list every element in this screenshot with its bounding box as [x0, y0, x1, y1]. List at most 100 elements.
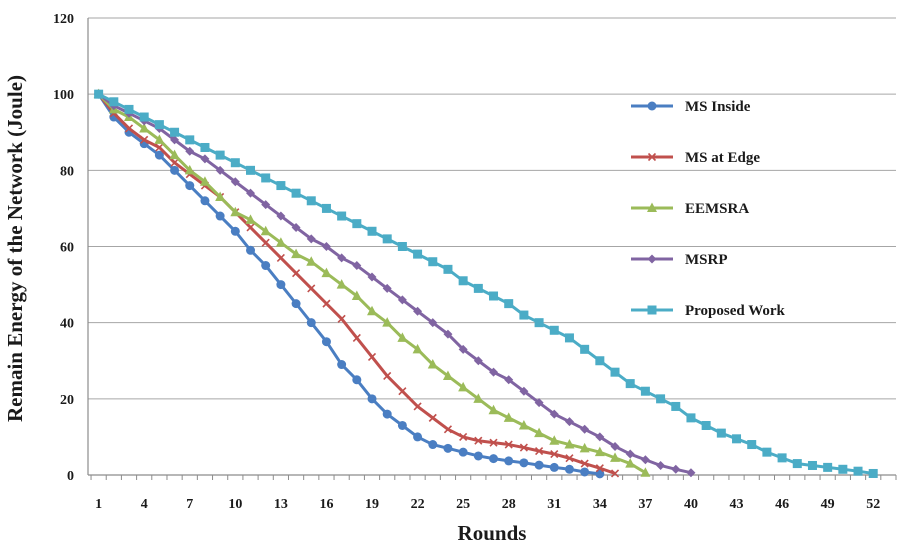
data-point [518, 419, 529, 430]
series-eemsra [93, 88, 651, 477]
data-point [443, 443, 453, 453]
data-point [230, 158, 240, 168]
data-point [215, 165, 225, 175]
data-point [321, 267, 332, 278]
data-point [489, 454, 499, 464]
data-point [473, 393, 484, 403]
y-axis-title: Remain Energy of the Network (Joule) [3, 75, 27, 422]
data-point [458, 381, 469, 392]
data-point [489, 367, 499, 377]
data-point [215, 191, 226, 201]
data-point [170, 158, 179, 167]
data-point [564, 464, 574, 474]
data-point [367, 352, 377, 362]
data-point [246, 188, 256, 198]
data-point [245, 214, 256, 224]
data-point [550, 449, 559, 459]
data-point [291, 299, 301, 309]
data-point [275, 237, 286, 247]
data-point [640, 467, 651, 477]
data-point [580, 424, 590, 434]
x-tick-label: 19 [365, 497, 379, 512]
x-marker-stroke [140, 135, 149, 144]
legend-marker [647, 305, 657, 315]
data-point [306, 256, 317, 266]
data-point [671, 401, 681, 411]
data-point [276, 211, 286, 221]
legend-marker [647, 254, 657, 264]
series-ms-at-edge [94, 90, 620, 478]
data-point [397, 242, 407, 251]
data-point [139, 112, 149, 122]
data-point [503, 412, 514, 422]
series-line [97, 93, 601, 476]
data-point [686, 468, 696, 478]
data-point [246, 245, 256, 255]
data-point [595, 432, 605, 442]
data-point [473, 451, 483, 461]
x-tick-label: 4 [141, 497, 148, 512]
x-marker-stroke [550, 449, 559, 459]
data-point [458, 344, 468, 354]
data-point [838, 464, 848, 474]
x-marker-stroke [337, 314, 346, 323]
data-point [594, 446, 605, 457]
data-point [367, 394, 377, 404]
x-marker-stroke [292, 269, 301, 278]
data-point [352, 333, 361, 342]
legend-label: MS Inside [685, 99, 751, 115]
data-point [580, 467, 590, 477]
data-point [549, 435, 560, 445]
data-point [397, 332, 408, 342]
series-line [97, 93, 647, 475]
data-point [777, 453, 787, 463]
x-marker-stroke [307, 284, 316, 293]
data-point [488, 404, 499, 415]
data-point [489, 291, 499, 301]
data-point [535, 446, 544, 456]
data-point [337, 211, 347, 221]
tick-labels: 0 20 40 60 80 100 120 1 4 7 10 13 16 19 22 25 28 31 34 37 40… [53, 12, 880, 512]
data-point [337, 360, 347, 370]
x-marker-stroke [474, 436, 483, 445]
data-point [443, 329, 453, 339]
legend-entry: MS Inside [631, 99, 751, 115]
x-tick-label: 49 [821, 497, 835, 512]
x-marker-stroke [443, 425, 453, 434]
series-line [97, 92, 692, 475]
data-point [200, 154, 210, 164]
data-point [610, 452, 621, 462]
data-point [474, 436, 483, 445]
data-point [428, 318, 438, 328]
data-point [747, 440, 757, 450]
data-point [686, 413, 696, 423]
data-point [170, 165, 180, 175]
y-tick-label: 120 [53, 12, 74, 27]
data-point [519, 386, 529, 396]
data-point [337, 253, 347, 263]
data-point [549, 462, 559, 472]
data-point [413, 249, 423, 259]
x-tick-label: 13 [274, 497, 288, 512]
data-point [185, 181, 195, 191]
x-marker-stroke [322, 299, 331, 308]
data-point [306, 196, 316, 206]
series-line [97, 92, 874, 475]
data-point [413, 432, 423, 442]
data-point [124, 124, 134, 133]
data-point [276, 181, 286, 191]
data-point [853, 466, 863, 476]
data-point [412, 343, 423, 354]
data-point [428, 257, 438, 267]
x-marker-stroke [504, 440, 513, 449]
data-point [94, 89, 104, 99]
x-tick-label: 37 [638, 497, 652, 512]
data-point [807, 460, 817, 470]
data-point [154, 150, 164, 160]
data-point [504, 456, 514, 466]
data-point [155, 143, 164, 152]
data-point [291, 248, 302, 259]
legend-marker [647, 202, 657, 212]
data-point [184, 164, 195, 175]
y-tick-label: 60 [60, 241, 74, 256]
